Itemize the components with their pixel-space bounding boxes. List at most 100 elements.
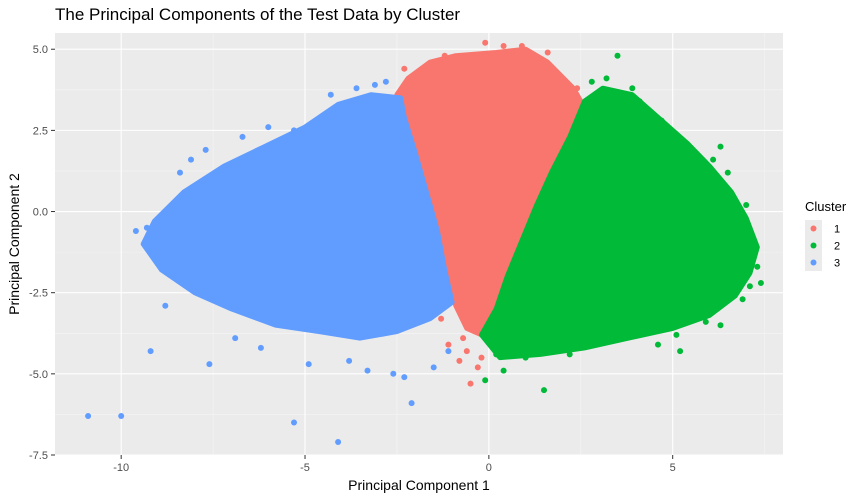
legend-title: Cluster — [805, 199, 847, 214]
cluster-1-point — [526, 52, 533, 59]
cluster-2-point — [717, 322, 724, 329]
cluster-3-point — [265, 124, 272, 131]
y-tick-label: 0.0 — [33, 207, 48, 219]
cluster-3-point — [430, 364, 437, 371]
cluster-3-point — [327, 91, 334, 98]
cluster-2-point — [636, 98, 643, 105]
cluster-3-point — [408, 400, 415, 407]
legend-label: 3 — [834, 258, 840, 270]
cluster-2-point — [629, 85, 636, 92]
cluster-2-point — [673, 331, 680, 338]
cluster-2-point — [746, 283, 753, 290]
x-tick-labels: -10 -5 0 5 — [113, 462, 676, 474]
cluster-1-point — [518, 43, 525, 49]
cluster-3-point — [206, 361, 213, 368]
cluster-1-point — [438, 315, 445, 322]
cluster-2-point — [493, 351, 500, 358]
cluster-2-point — [743, 202, 750, 208]
cluster-3-point — [371, 81, 378, 88]
cluster-3-region — [140, 92, 455, 341]
legend-key-point — [810, 242, 817, 249]
axis-ticks — [51, 48, 674, 459]
cluster-3-point — [173, 273, 180, 280]
y-tick-label: 2.5 — [33, 125, 48, 137]
y-tick-label: -5.0 — [29, 369, 48, 381]
cluster-1-point — [544, 49, 551, 56]
legend-label: 2 — [834, 241, 840, 253]
cluster-3-point — [382, 78, 389, 85]
y-tick-labels: -7.5 -5.0 -2.5 0.0 2.5 5.0 — [29, 44, 48, 462]
cluster-2-point — [757, 280, 764, 286]
cluster-2-point — [522, 354, 529, 361]
x-axis-title: Principal Component 1 — [348, 477, 490, 493]
cluster-2-point — [717, 143, 724, 150]
cluster-3-point — [291, 127, 297, 134]
cluster-2-point — [655, 341, 661, 348]
cluster-2-point — [658, 117, 665, 124]
cluster-2-point — [500, 367, 507, 374]
cluster-3-point — [401, 374, 408, 381]
cluster-3-point — [346, 357, 353, 364]
cluster-2-point — [482, 377, 489, 384]
cluster-3-series — [85, 78, 455, 445]
cluster-3-point — [85, 413, 92, 419]
cluster-2-point — [614, 52, 621, 59]
cluster-2-point — [702, 318, 709, 325]
x-tick-label: -5 — [300, 462, 310, 474]
cluster-3-point — [390, 370, 397, 377]
cluster-3-point — [364, 367, 371, 374]
cluster-2-series — [479, 52, 764, 394]
cluster-2-point — [541, 387, 547, 394]
cluster-1-point — [478, 354, 485, 361]
cluster-1-point — [474, 364, 481, 371]
cluster-2-point — [677, 348, 684, 355]
legend-entries: 1 2 3 — [805, 220, 840, 271]
cluster-3-point — [445, 348, 452, 355]
y-tick-label: 5.0 — [33, 44, 48, 56]
cluster-1-point — [467, 380, 474, 387]
cluster-3-point — [353, 85, 360, 92]
cluster-2-region — [479, 85, 760, 361]
cluster-3-point — [335, 439, 342, 445]
y-tick-label: -7.5 — [29, 450, 48, 462]
cluster-2-point — [724, 169, 731, 176]
x-tick-label: 5 — [670, 462, 676, 474]
cluster-3-point — [147, 348, 154, 355]
legend-label: 1 — [834, 224, 840, 236]
cluster-2-point — [603, 75, 610, 82]
cluster-3-point — [118, 413, 125, 419]
cluster-1-point — [441, 52, 448, 59]
cluster-2-point — [739, 296, 746, 303]
legend-key-point — [810, 225, 817, 232]
chart-title: The Principal Components of the Test Dat… — [55, 5, 460, 24]
cluster-1-point — [460, 335, 467, 342]
cluster-1-point — [500, 43, 507, 49]
cluster-3-point — [132, 228, 139, 234]
cluster-2-point — [750, 241, 757, 247]
cluster-2-point — [566, 351, 573, 358]
cluster-3-point — [257, 344, 264, 351]
cluster-3-point — [188, 156, 194, 163]
cluster-1-point — [574, 85, 581, 92]
y-tick-label: -2.5 — [29, 288, 48, 300]
cluster-3-point — [143, 224, 150, 231]
cluster-3-point — [162, 302, 169, 309]
cluster-points — [85, 39, 764, 445]
cluster-1-point — [445, 341, 452, 348]
y-axis-title: Principal Component 2 — [6, 173, 22, 315]
cluster-3-point — [177, 169, 183, 176]
cluster-3-point — [202, 146, 209, 153]
cluster-2-point — [754, 263, 761, 270]
legend: Cluster 1 2 3 — [805, 199, 847, 271]
x-tick-label: -10 — [113, 462, 129, 474]
cluster-1-point — [401, 65, 408, 72]
legend-key-point — [810, 259, 817, 266]
cluster-3-point — [291, 419, 297, 426]
cluster-1-point — [482, 39, 489, 46]
x-tick-label: 0 — [486, 462, 492, 474]
cluster-1-point — [463, 348, 470, 355]
cluster-3-point — [305, 361, 312, 368]
cluster-1-point — [419, 69, 426, 75]
cluster-3-point — [232, 335, 239, 342]
